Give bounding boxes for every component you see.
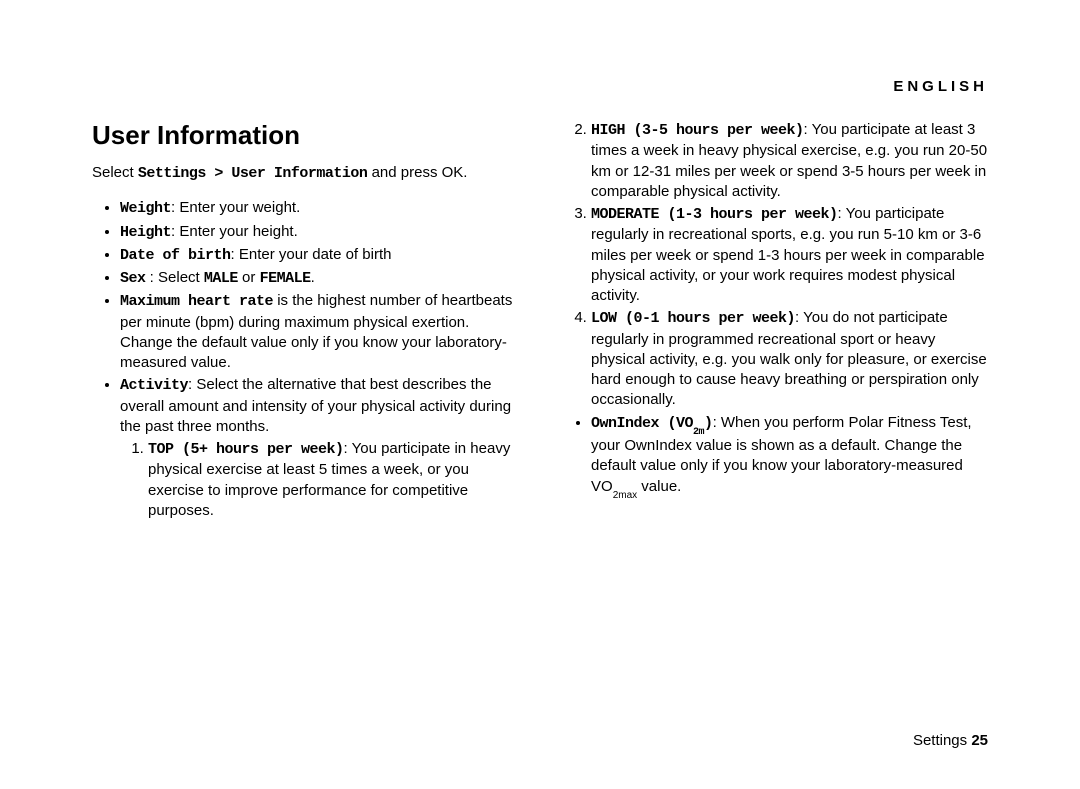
ownindex-label-sub: 2m [693, 427, 704, 438]
list-item: HIGH (3-5 hours per week): You participa… [591, 120, 988, 202]
list-item: Weight: Enter your weight. [120, 198, 517, 219]
bullet-sex-end: . [311, 269, 315, 286]
bullet-sex-mid: : Select [146, 269, 204, 286]
bullet-weight-label: Weight [120, 200, 171, 217]
level-top-label: TOP (5+ hours per week) [148, 441, 344, 458]
list-item: Activity: Select the alternative that be… [120, 375, 517, 521]
language-label: ENGLISH [893, 78, 988, 95]
list-item: Date of birth: Enter your date of birth [120, 245, 517, 266]
intro-line: Select Settings > User Information and p… [92, 163, 517, 184]
ownindex-label-post: ) [704, 415, 713, 432]
list-item: OwnIndex (VO2m): When you perform Polar … [591, 413, 988, 500]
bullet-maxhr-label: Maximum heart rate [120, 293, 273, 310]
bullet-sex-label: Sex [120, 270, 146, 287]
left-column: User Information Select Settings > User … [92, 118, 517, 523]
list-item: Height: Enter your height. [120, 222, 517, 243]
bullet-height-label: Height [120, 224, 171, 241]
level-low-label: LOW (0-1 hours per week) [591, 310, 795, 327]
ownindex-label-pre: OwnIndex (VO [591, 415, 693, 432]
bullet-sex-or: or [238, 269, 260, 286]
bullet-dob-label: Date of birth [120, 247, 231, 264]
ownindex-list: OwnIndex (VO2m): When you perform Polar … [563, 413, 988, 500]
content-columns: User Information Select Settings > User … [92, 118, 988, 523]
bullet-sex-female: FEMALE [260, 270, 311, 287]
list-item: LOW (0-1 hours per week): You do not par… [591, 308, 988, 410]
activity-numbered-left: TOP (5+ hours per week): You participate… [120, 439, 517, 521]
intro-post: and press OK. [367, 164, 467, 181]
ownindex-text-post: value. [637, 478, 681, 495]
footer: Settings 25 [913, 732, 988, 749]
bullet-height-text: : Enter your height. [171, 223, 298, 240]
footer-label: Settings [913, 732, 971, 749]
list-item: Sex : Select MALE or FEMALE. [120, 268, 517, 289]
bullet-list: Weight: Enter your weight. Height: Enter… [92, 198, 517, 521]
right-column: HIGH (3-5 hours per week): You participa… [563, 118, 988, 523]
section-title: User Information [92, 118, 517, 153]
activity-numbered-right: HIGH (3-5 hours per week): You participa… [563, 120, 988, 411]
bullet-activity-label: Activity [120, 377, 188, 394]
ownindex-text-sub: 2max [613, 490, 637, 501]
bullet-sex-male: MALE [204, 270, 238, 287]
intro-bold: Settings > User Information [138, 165, 368, 182]
list-item: Maximum heart rate is the highest number… [120, 291, 517, 373]
level-moderate-label: MODERATE (1-3 hours per week) [591, 206, 838, 223]
level-high-label: HIGH (3-5 hours per week) [591, 122, 804, 139]
list-item: TOP (5+ hours per week): You participate… [148, 439, 517, 521]
intro-pre: Select [92, 164, 138, 181]
list-item: MODERATE (1-3 hours per week): You parti… [591, 204, 988, 306]
bullet-dob-text: : Enter your date of birth [231, 246, 392, 263]
page: ENGLISH User Information Select Settings… [0, 0, 1080, 789]
bullet-weight-text: : Enter your weight. [171, 199, 300, 216]
page-number: 25 [971, 732, 988, 749]
